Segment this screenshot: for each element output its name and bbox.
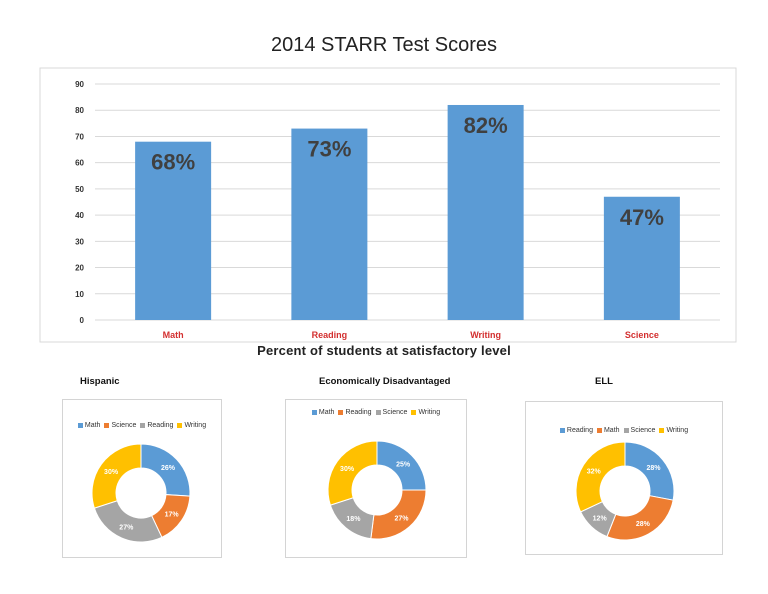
- donut-slice-writing: [91, 443, 142, 509]
- chart-caption: Percent of students at satisfactory leve…: [257, 343, 511, 358]
- donut-svg: 25% 27% 18% 30%: [327, 440, 427, 540]
- donut-data-label: 28%: [636, 521, 651, 528]
- legend-swatch: [375, 409, 381, 415]
- donut-slice-reading: [93, 500, 163, 543]
- donut-chart-economically-disadvantaged: Math Reading Science Writing 25% 27% 18% 30%: [285, 399, 467, 558]
- legend-swatch: [559, 427, 565, 433]
- legend-label: Math: [84, 422, 101, 429]
- bars: [135, 104, 680, 320]
- legend-swatch: [177, 422, 183, 428]
- donut-legend: Math Reading Science Writing: [286, 409, 466, 416]
- legend-swatch: [596, 427, 602, 433]
- donut-slice-math: [606, 495, 674, 541]
- y-tick-label: 80: [75, 106, 84, 115]
- y-tick-label: 10: [75, 290, 84, 299]
- y-tick-label: 0: [80, 316, 85, 325]
- legend-item: Math: [596, 427, 620, 434]
- y-tick-label: 20: [75, 264, 84, 273]
- donut-chart-hispanic: Math Science Reading Writing 26% 17% 27% 30%: [62, 399, 222, 558]
- donut-data-label: 25%: [396, 461, 411, 468]
- donut-chart-ell: Reading Math Science Writing 28% 28% 12% 32%: [525, 401, 723, 555]
- legend-label: Writing: [184, 422, 207, 429]
- bar-data-label: 47%: [620, 205, 664, 230]
- donut-data-label: 18%: [346, 516, 361, 523]
- legend-item: Science: [104, 422, 136, 429]
- bar-data-labels: 68% 73% 82% 47%: [151, 113, 664, 230]
- legend-label: Reading: [345, 409, 372, 416]
- y-tick-label: 70: [75, 132, 84, 141]
- y-tick-label: 40: [75, 211, 84, 220]
- donut-legend: Reading Math Science Writing: [526, 427, 722, 434]
- donut-data-label: 32%: [587, 469, 602, 476]
- legend-label: Reading: [147, 422, 174, 429]
- bar-reading: [291, 128, 368, 320]
- legend-label: Math: [603, 427, 620, 434]
- legend-label: Writing: [418, 409, 441, 416]
- donut-legend: Math Science Reading Writing: [63, 422, 221, 429]
- legend-item: Science: [623, 427, 656, 434]
- bar-science: [603, 196, 680, 320]
- bar-writing: [447, 104, 524, 320]
- legend-swatch: [311, 409, 317, 415]
- donut-data-label: 27%: [119, 524, 134, 531]
- legend-swatch: [140, 422, 146, 428]
- plot-area-frame: [39, 67, 737, 343]
- donut-svg: 28% 28% 12% 32%: [575, 441, 675, 541]
- legend-label: Science: [630, 427, 656, 434]
- bar-math: [135, 141, 212, 320]
- legend-swatch: [411, 409, 417, 415]
- chart-title: 2014 STARR Test Scores: [270, 34, 498, 56]
- donut-title-hispanic: Hispanic: [80, 376, 120, 387]
- legend-item: Reading: [559, 427, 593, 434]
- donut-svg: 26% 17% 27% 30%: [91, 443, 191, 543]
- donut-slice-writing: [327, 440, 378, 506]
- category-label: Math: [163, 330, 184, 340]
- legend-item: Writing: [411, 409, 440, 416]
- category-label: Writing: [470, 330, 501, 340]
- legend-item: Writing: [659, 427, 688, 434]
- donut-data-label: 30%: [340, 466, 355, 473]
- y-tick-label: 30: [75, 237, 84, 246]
- donut-title-ell: ELL: [595, 376, 613, 387]
- y-tick-label: 60: [75, 159, 84, 168]
- legend-item: Science: [375, 409, 408, 416]
- legend-swatch: [623, 427, 629, 433]
- donut-data-label: 30%: [104, 469, 119, 476]
- legend-swatch: [77, 422, 83, 428]
- legend-item: Math: [77, 422, 101, 429]
- category-label: Reading: [312, 330, 348, 340]
- legend-label: Science: [382, 409, 408, 416]
- legend-item: Reading: [338, 409, 372, 416]
- donut-data-label: 28%: [647, 465, 662, 472]
- donut-data-label: 12%: [593, 515, 608, 522]
- bar-data-label: 73%: [307, 137, 351, 162]
- bar-data-label: 68%: [151, 150, 195, 175]
- legend-label: Reading: [566, 427, 593, 434]
- category-label: Science: [625, 330, 659, 340]
- legend-item: Math: [311, 409, 335, 416]
- y-tick-label: 90: [75, 80, 84, 89]
- legend-label: Science: [111, 422, 137, 429]
- donut-data-label: 27%: [394, 515, 409, 522]
- legend-swatch: [338, 409, 344, 415]
- legend-swatch: [104, 422, 110, 428]
- y-tick-labels: 0 10 20 30 40 50 60 70 80 90: [75, 80, 84, 325]
- bar-chart: 0 10 20 30 40 50 60 70 80 90 68% 73% 82% 47% Math Rea…: [39, 67, 737, 343]
- legend-label: Writing: [666, 427, 689, 434]
- legend-swatch: [659, 427, 665, 433]
- legend-label: Math: [318, 409, 335, 416]
- y-tick-label: 50: [75, 185, 84, 194]
- donut-slice-writing: [575, 441, 626, 513]
- bar-data-label: 82%: [464, 113, 508, 138]
- legend-item: Writing: [177, 422, 206, 429]
- donut-data-label: 17%: [165, 511, 180, 518]
- donut-title-economically-disadvantaged: Economically Disadvantaged: [319, 376, 451, 387]
- donut-data-label: 26%: [161, 465, 176, 472]
- legend-item: Reading: [140, 422, 173, 429]
- category-labels: Math Reading Writing Science: [163, 330, 659, 340]
